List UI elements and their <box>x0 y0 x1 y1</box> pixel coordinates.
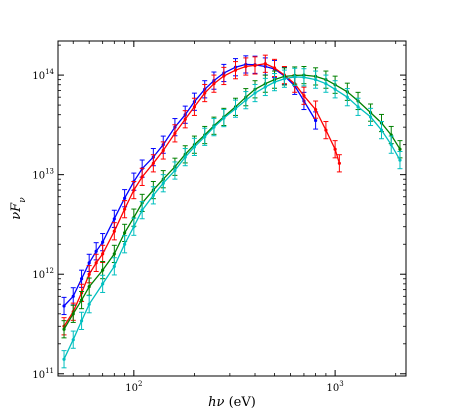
data-point <box>132 188 136 192</box>
data-point <box>161 148 165 153</box>
y-axis-label: νFν <box>9 197 28 220</box>
data-point <box>173 168 177 173</box>
data-point <box>87 272 91 276</box>
data-point <box>253 63 257 68</box>
data-point <box>222 74 226 78</box>
data-point <box>212 82 216 86</box>
data-point <box>244 64 248 69</box>
data-point <box>222 116 226 120</box>
data-point <box>101 268 105 272</box>
data-point <box>183 155 187 159</box>
data-point <box>94 249 98 253</box>
x-tick-label: 103 <box>327 380 344 394</box>
data-point <box>140 208 144 212</box>
data-point <box>314 118 318 123</box>
data-point <box>79 298 84 302</box>
data-point <box>140 175 144 179</box>
data-point <box>123 231 127 235</box>
data-point <box>368 115 373 119</box>
x-axis-label: hν (eV) <box>208 395 256 410</box>
data-point <box>253 91 257 95</box>
data-point <box>324 82 328 86</box>
data-point <box>233 107 238 111</box>
data-point <box>398 147 402 151</box>
y-tick-label: 1011 <box>32 367 54 381</box>
data-point <box>263 62 267 66</box>
data-point <box>192 145 197 149</box>
data-point <box>272 66 277 70</box>
data-point <box>302 94 306 98</box>
data-point <box>87 261 91 265</box>
data-point <box>203 135 207 139</box>
data-point <box>112 264 116 268</box>
data-point <box>337 161 341 165</box>
data-point <box>151 193 155 197</box>
data-point <box>71 294 75 298</box>
data-point <box>263 85 267 89</box>
series-4-line <box>63 76 401 360</box>
data-point <box>389 143 393 147</box>
series-4 <box>61 67 403 369</box>
data-point <box>379 128 384 132</box>
tick-layer: 102 103 1011 1012 1013 1014 <box>32 41 406 394</box>
data-point <box>173 131 177 135</box>
data-point <box>233 68 238 72</box>
data-point <box>293 75 297 79</box>
x-tick-label: 102 <box>125 380 142 394</box>
series-2-line <box>63 63 341 327</box>
data-point <box>161 181 165 185</box>
data-point <box>112 217 116 221</box>
data-point <box>101 282 105 286</box>
data-point <box>324 128 328 132</box>
series-3 <box>61 65 403 339</box>
data-point <box>203 91 207 95</box>
plot-frame <box>57 40 407 377</box>
data-point <box>112 252 116 256</box>
data-point <box>71 312 75 316</box>
data-point <box>79 277 84 281</box>
data-point <box>79 319 84 323</box>
data-point <box>62 357 66 361</box>
y-tick-label: 1013 <box>32 168 54 182</box>
data-point <box>62 327 66 331</box>
data-point <box>314 108 318 112</box>
data-point <box>183 117 187 121</box>
data-point <box>282 77 287 81</box>
data-point <box>314 78 318 82</box>
data-point <box>94 261 98 265</box>
data-point <box>302 75 306 79</box>
data-point <box>123 196 127 200</box>
data-point <box>272 80 277 84</box>
data-point <box>101 252 105 256</box>
data-point <box>112 229 116 233</box>
data-point <box>87 285 91 289</box>
data-point <box>345 95 349 99</box>
data-point <box>62 304 66 308</box>
data-point <box>71 338 75 342</box>
y-tick-label: 1012 <box>32 267 54 281</box>
series-layer <box>61 54 403 369</box>
y-tick-label: 1014 <box>32 68 54 82</box>
data-point <box>356 105 360 109</box>
data-point <box>132 225 136 229</box>
data-point <box>123 242 127 246</box>
series-1 <box>61 55 319 316</box>
data-point <box>151 161 155 165</box>
data-point <box>101 240 105 244</box>
data-point <box>398 158 402 162</box>
series-3-line <box>63 74 401 330</box>
data-point <box>123 207 127 211</box>
data-point <box>212 125 216 129</box>
data-point <box>244 98 248 102</box>
data-point <box>333 147 337 151</box>
data-point <box>333 87 337 91</box>
data-point <box>87 302 91 306</box>
data-point <box>192 105 197 109</box>
